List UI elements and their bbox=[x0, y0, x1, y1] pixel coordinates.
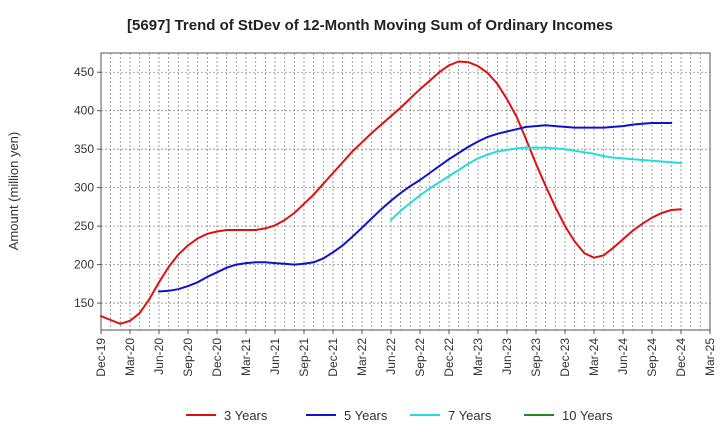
x-tick-label: Jun-22 bbox=[384, 338, 398, 375]
x-tick-label: Sep-23 bbox=[529, 338, 543, 377]
x-tick-label: Sep-21 bbox=[297, 338, 311, 377]
y-axis-ticks: 150 200 250 300 350 400 450 bbox=[74, 65, 101, 310]
y-tick-label: 450 bbox=[74, 65, 94, 79]
x-tick-label: Dec-23 bbox=[558, 338, 572, 377]
series-line-5-years bbox=[158, 122, 673, 293]
legend-label: 5 Years bbox=[344, 408, 388, 423]
x-tick-label: Mar-21 bbox=[239, 338, 253, 376]
x-tick-label: Dec-19 bbox=[94, 338, 108, 377]
x-tick-label: Jun-24 bbox=[616, 338, 630, 375]
x-tick-label: Jun-20 bbox=[152, 338, 166, 375]
y-tick-label: 250 bbox=[74, 219, 94, 233]
y-tick-label: 350 bbox=[74, 142, 94, 156]
x-tick-label: Sep-24 bbox=[645, 338, 659, 377]
chart-title: [5697] Trend of StDev of 12-Month Moving… bbox=[127, 17, 613, 34]
x-axis-ticks: Dec-19 Mar-20 Jun-20 Sep-20 Dec-20 Mar-21 Jun-… bbox=[94, 330, 717, 377]
series-line-3-years bbox=[100, 60, 682, 325]
x-tick-label: Jun-23 bbox=[500, 338, 514, 375]
y-tick-label: 150 bbox=[74, 296, 94, 310]
plot-frame bbox=[100, 52, 711, 331]
legend-label: 3 Years bbox=[224, 408, 268, 423]
series-line-7-years bbox=[390, 146, 682, 221]
legend-label: 10 Years bbox=[562, 408, 613, 423]
y-axis-label: Amount (million yen) bbox=[6, 132, 21, 251]
series-lines bbox=[100, 60, 682, 325]
legend: 3 Years 5 Years 7 Years 10 Years bbox=[186, 408, 613, 423]
x-tick-label: Dec-21 bbox=[326, 338, 340, 377]
x-tick-label: Mar-20 bbox=[123, 338, 137, 376]
y-tick-label: 300 bbox=[74, 181, 94, 195]
x-tick-label: Sep-20 bbox=[181, 338, 195, 377]
x-tick-label: Mar-23 bbox=[471, 338, 485, 376]
legend-label: 7 Years bbox=[448, 408, 492, 423]
x-tick-label: Mar-25 bbox=[703, 338, 717, 376]
x-tick-label: Jun-21 bbox=[268, 338, 282, 375]
x-tick-label: Dec-22 bbox=[442, 338, 456, 377]
x-tick-label: Dec-24 bbox=[674, 338, 688, 377]
x-tick-label: Mar-24 bbox=[587, 338, 601, 376]
x-tick-label: Dec-20 bbox=[210, 338, 224, 377]
x-tick-label: Sep-22 bbox=[413, 338, 427, 377]
y-tick-label: 400 bbox=[74, 104, 94, 118]
x-tick-label: Mar-22 bbox=[355, 338, 369, 376]
grid bbox=[101, 53, 710, 330]
y-tick-label: 200 bbox=[74, 258, 94, 272]
